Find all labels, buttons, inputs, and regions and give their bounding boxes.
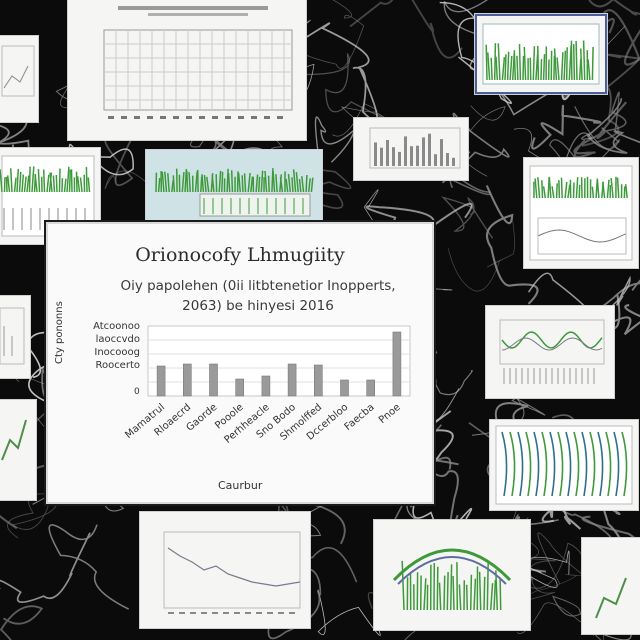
vein-line — [586, 98, 640, 154]
bar-10 — [392, 331, 402, 397]
plant-chart-card-right — [490, 420, 638, 510]
grass-chart-card-center — [146, 150, 322, 220]
vein-line — [439, 1, 512, 104]
vein-line — [349, 0, 463, 59]
bar-6 — [287, 363, 297, 397]
vein-line — [581, 53, 640, 147]
y-label-1: Atcoonoo — [93, 321, 140, 332]
y-tick-zero: 0 — [134, 387, 140, 397]
line-chart-card-bottom — [140, 512, 310, 628]
vein-line — [0, 532, 91, 603]
vein-line — [531, 104, 602, 150]
bar-1 — [156, 365, 166, 397]
mini-card-top-left — [0, 36, 38, 122]
vein-line — [48, 524, 130, 610]
bar-7 — [313, 364, 323, 397]
bar-8 — [340, 379, 349, 397]
chart-subtitle-line-2: 2063) be hinyesi 2016 — [182, 298, 334, 314]
chart-subtitle: Oiy papolehen (0ii litbtenetior Inoppert… — [108, 276, 408, 316]
vein-line — [485, 185, 539, 305]
bar-chart-card-upper-right — [354, 118, 468, 180]
vein-line — [447, 220, 515, 292]
bar-5 — [261, 375, 271, 397]
y-axis-label-list: Atcoonoo laoccvdo Inocooog Roocerto — [78, 320, 140, 372]
wave-chart-card-right — [486, 306, 614, 398]
vein-line — [588, 0, 640, 16]
mini-card-bottom-right — [582, 538, 640, 634]
y-axis-title: Cty pononns — [54, 301, 65, 364]
grid-chart-card-top — [68, 0, 306, 140]
vein-line — [601, 91, 627, 143]
y-label-2: laoccvdo — [95, 334, 140, 345]
x-axis-title: Caurbur — [218, 479, 263, 492]
chart-title: Orionocofy Lhmugiity — [135, 244, 345, 266]
grass-chart-card-top-right — [475, 14, 607, 94]
bar-3 — [209, 363, 218, 397]
bar-9 — [366, 379, 376, 397]
plot-area — [147, 325, 411, 397]
vein-line — [314, 116, 356, 164]
area-chart-card-right — [524, 158, 638, 268]
vine-chart-card-bottom — [374, 520, 530, 630]
vein-line — [292, 22, 378, 122]
vein-line — [0, 605, 44, 640]
chart-subtitle-line-1: Oiy papolehen (0ii litbtenetior Inoppert… — [120, 278, 396, 294]
vein-line — [516, 602, 605, 640]
main-chart-card: Mamatrul Rloaecrd Gaorde Pooole Perhheacle Sn… — [46, 222, 434, 504]
vein-line — [295, 167, 352, 209]
mini-card-left-lower — [0, 400, 36, 500]
bar-4 — [235, 378, 244, 397]
vein-line — [228, 0, 311, 30]
main-bar-chart: MamatrulRloaecrdGaordePooolePerhheacleSn… — [123, 325, 411, 446]
vein-line — [443, 0, 489, 35]
bar-2 — [183, 363, 192, 397]
vein-line — [573, 101, 627, 158]
x-tick-label-9: Faecba — [343, 402, 377, 433]
y-label-3: Inocooog — [94, 347, 140, 358]
mini-card-left-middle — [0, 296, 30, 378]
vein-line — [292, 0, 365, 69]
y-label-4: Roocerto — [95, 360, 140, 371]
x-tick-label-10: Pnoe — [377, 402, 403, 426]
